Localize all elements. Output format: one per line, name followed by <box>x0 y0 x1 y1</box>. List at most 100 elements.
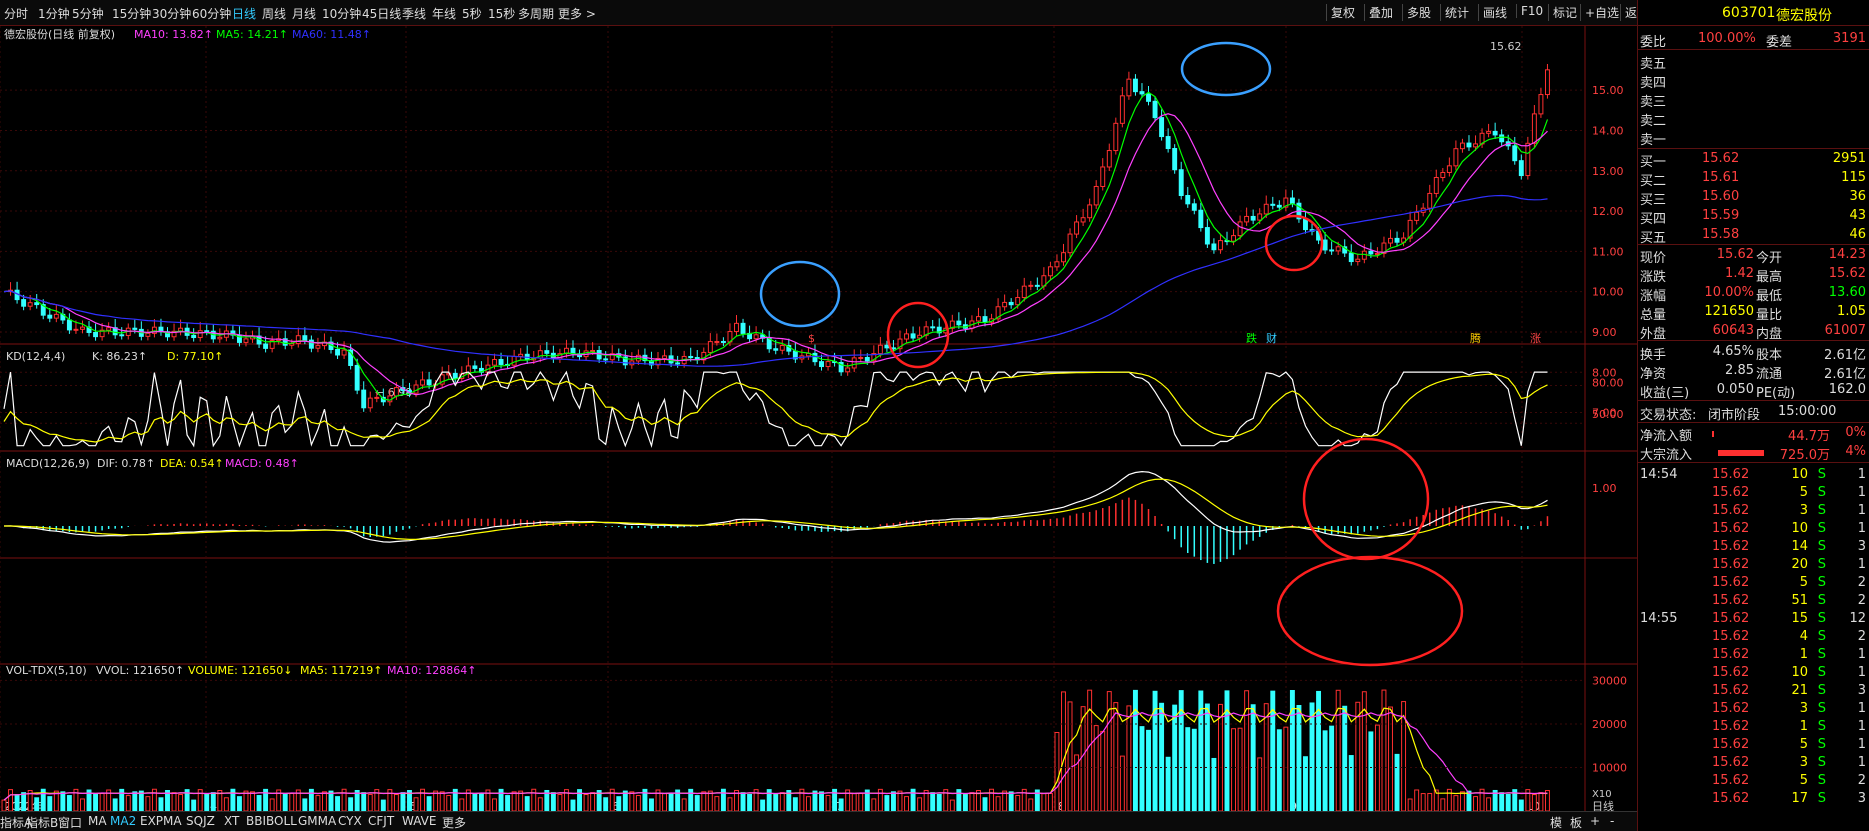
volume-bar <box>570 799 576 812</box>
period-6[interactable]: 日线 <box>232 7 257 21</box>
tick-volume: 5 <box>1799 737 1808 752</box>
indicator-tab-3[interactable]: MA <box>88 814 107 828</box>
ma5-line <box>3 91 1549 401</box>
period-1[interactable]: 1分钟 <box>38 7 70 21</box>
tick-count: 2 <box>1857 593 1866 608</box>
indicator-tab-10[interactable]: CYX <box>338 814 362 828</box>
quote-stat-row: 涨跌 1.42 最高 15.62 <box>1638 265 1869 285</box>
bottom-right-0[interactable]: 模 <box>1550 816 1563 830</box>
quote-stat-row: 外盘 60643 内盘 61007 <box>1638 322 1869 342</box>
candle <box>1289 197 1295 204</box>
trade-state: 闭市阶段 <box>1708 408 1761 423</box>
candle <box>917 334 923 339</box>
volume-bar <box>1015 795 1021 812</box>
volume-bar <box>563 789 569 812</box>
candle <box>1525 142 1531 177</box>
stock-chart[interactable]: 德宏股份(日线 前复权) MA10: 13.82↑ MA5: 14.21↑ MA… <box>0 26 1637 816</box>
toolbar-button-3[interactable]: 统计 <box>1440 4 1469 21</box>
toolbar-button-6[interactable]: 标记 <box>1548 4 1577 21</box>
candle <box>1544 69 1550 96</box>
candle <box>1348 252 1354 263</box>
vol-tick: 20000 <box>1592 718 1627 731</box>
volume-bar <box>1257 757 1263 812</box>
indicator-tab-1[interactable]: 指标B <box>26 816 59 830</box>
toolbar-button-4[interactable]: 画线 <box>1478 4 1507 21</box>
toolbar-button-1[interactable]: 叠加 <box>1364 4 1393 21</box>
indicator-tab-8[interactable]: BBIBOLL <box>246 814 297 828</box>
volume-bar <box>668 793 674 812</box>
indicator-tab-4[interactable]: MA2 <box>110 814 137 828</box>
candle <box>622 356 628 366</box>
period-4[interactable]: 30分钟 <box>152 7 192 21</box>
bottom-right-3[interactable]: - <box>1610 814 1615 828</box>
vol-vvol-label: VVOL: 121650↑ <box>96 664 184 677</box>
period-12[interactable]: 年线 <box>432 7 457 21</box>
candle <box>132 327 138 330</box>
indicator-tab-12[interactable]: WAVE <box>402 814 437 828</box>
indicator-tab-0[interactable]: 指标A <box>0 816 33 830</box>
period-3[interactable]: 15分钟 <box>112 7 152 21</box>
indicator-tab-7[interactable]: XT <box>224 814 240 828</box>
period-13[interactable]: 5秒 <box>462 7 482 21</box>
buy-label: 买一 <box>1640 155 1667 170</box>
volume-bar <box>1113 702 1119 812</box>
period-2[interactable]: 5分钟 <box>72 7 104 21</box>
volume-bar <box>949 799 955 812</box>
indicator-tab-5[interactable]: EXPMA <box>140 814 182 828</box>
candle <box>851 357 857 369</box>
tick-volume: 20 <box>1791 557 1808 572</box>
candle <box>1499 134 1505 143</box>
period-7[interactable]: 周线 <box>262 7 287 21</box>
tick-price: 15.62 <box>1712 665 1750 680</box>
bottom-right-1[interactable]: 板 <box>1570 816 1583 830</box>
tick-volume: 51 <box>1791 593 1808 608</box>
period-16[interactable]: 更多 > <box>558 7 596 21</box>
candle <box>465 365 471 375</box>
stat-value-2: 2.61亿 <box>1824 348 1866 363</box>
indicator-tab-2[interactable]: 窗口 <box>58 816 83 830</box>
volume-bar <box>505 795 511 812</box>
toolbar-button-7[interactable]: +自选 <box>1580 4 1619 21</box>
volume-bar <box>825 795 831 812</box>
indicator-tab-9[interactable]: GMMA <box>298 814 337 828</box>
volume-bar <box>341 788 347 812</box>
bottom-right-2[interactable]: + <box>1590 814 1601 828</box>
candle <box>99 329 105 338</box>
toolbar-button-2[interactable]: 多股 <box>1402 4 1431 21</box>
indicator-tab-13[interactable]: 更多 <box>442 816 467 830</box>
period-10[interactable]: 45日线 <box>362 7 402 21</box>
buy-volume: 46 <box>1849 227 1866 242</box>
period-5[interactable]: 60分钟 <box>192 7 232 21</box>
tick-side: S <box>1817 629 1826 644</box>
volume-bar <box>871 798 877 812</box>
stock-header: 603701 德宏股份 <box>1638 4 1869 24</box>
candle <box>1329 249 1335 252</box>
stock-code: 603701 <box>1722 5 1776 21</box>
buy-price: 15.61 <box>1702 170 1740 185</box>
candle <box>1047 266 1053 277</box>
candle <box>1132 78 1138 93</box>
volume-bar <box>171 792 177 812</box>
indicator-tab-6[interactable]: SQJZ <box>186 814 215 828</box>
tick-price: 15.62 <box>1712 629 1750 644</box>
ma5-label: MA5: 14.21↑ <box>216 28 288 41</box>
period-11[interactable]: 季线 <box>402 7 427 21</box>
period-15[interactable]: 多周期 <box>518 7 555 21</box>
toolbar-button-0[interactable]: 复权 <box>1326 4 1355 21</box>
candle <box>1191 203 1197 211</box>
indicator-tab-11[interactable]: CFJT <box>368 814 395 828</box>
period-8[interactable]: 月线 <box>292 7 317 21</box>
inflow-pct: 4% <box>1845 444 1866 459</box>
period-0[interactable]: 分时 <box>4 7 29 21</box>
volume-bar <box>21 792 27 812</box>
period-9[interactable]: 10分钟 <box>322 7 362 21</box>
volume-bar <box>472 793 478 812</box>
volume-bar <box>956 789 962 812</box>
quote-panel: 603701 德宏股份 委比 100.00% 委差 3191 交易状态: 闭市阶… <box>1637 0 1869 831</box>
chart-area[interactable]: 德宏股份(日线 前复权) MA10: 13.82↑ MA5: 14.21↑ MA… <box>0 26 1637 816</box>
volume-bar <box>158 797 164 812</box>
kd-tick: 80.00 <box>1592 377 1624 390</box>
period-14[interactable]: 15秒 <box>488 7 516 21</box>
toolbar-button-5[interactable]: F10 <box>1516 4 1543 18</box>
tick-row: 14:55 15.62 15 S 12 <box>1638 610 1869 628</box>
